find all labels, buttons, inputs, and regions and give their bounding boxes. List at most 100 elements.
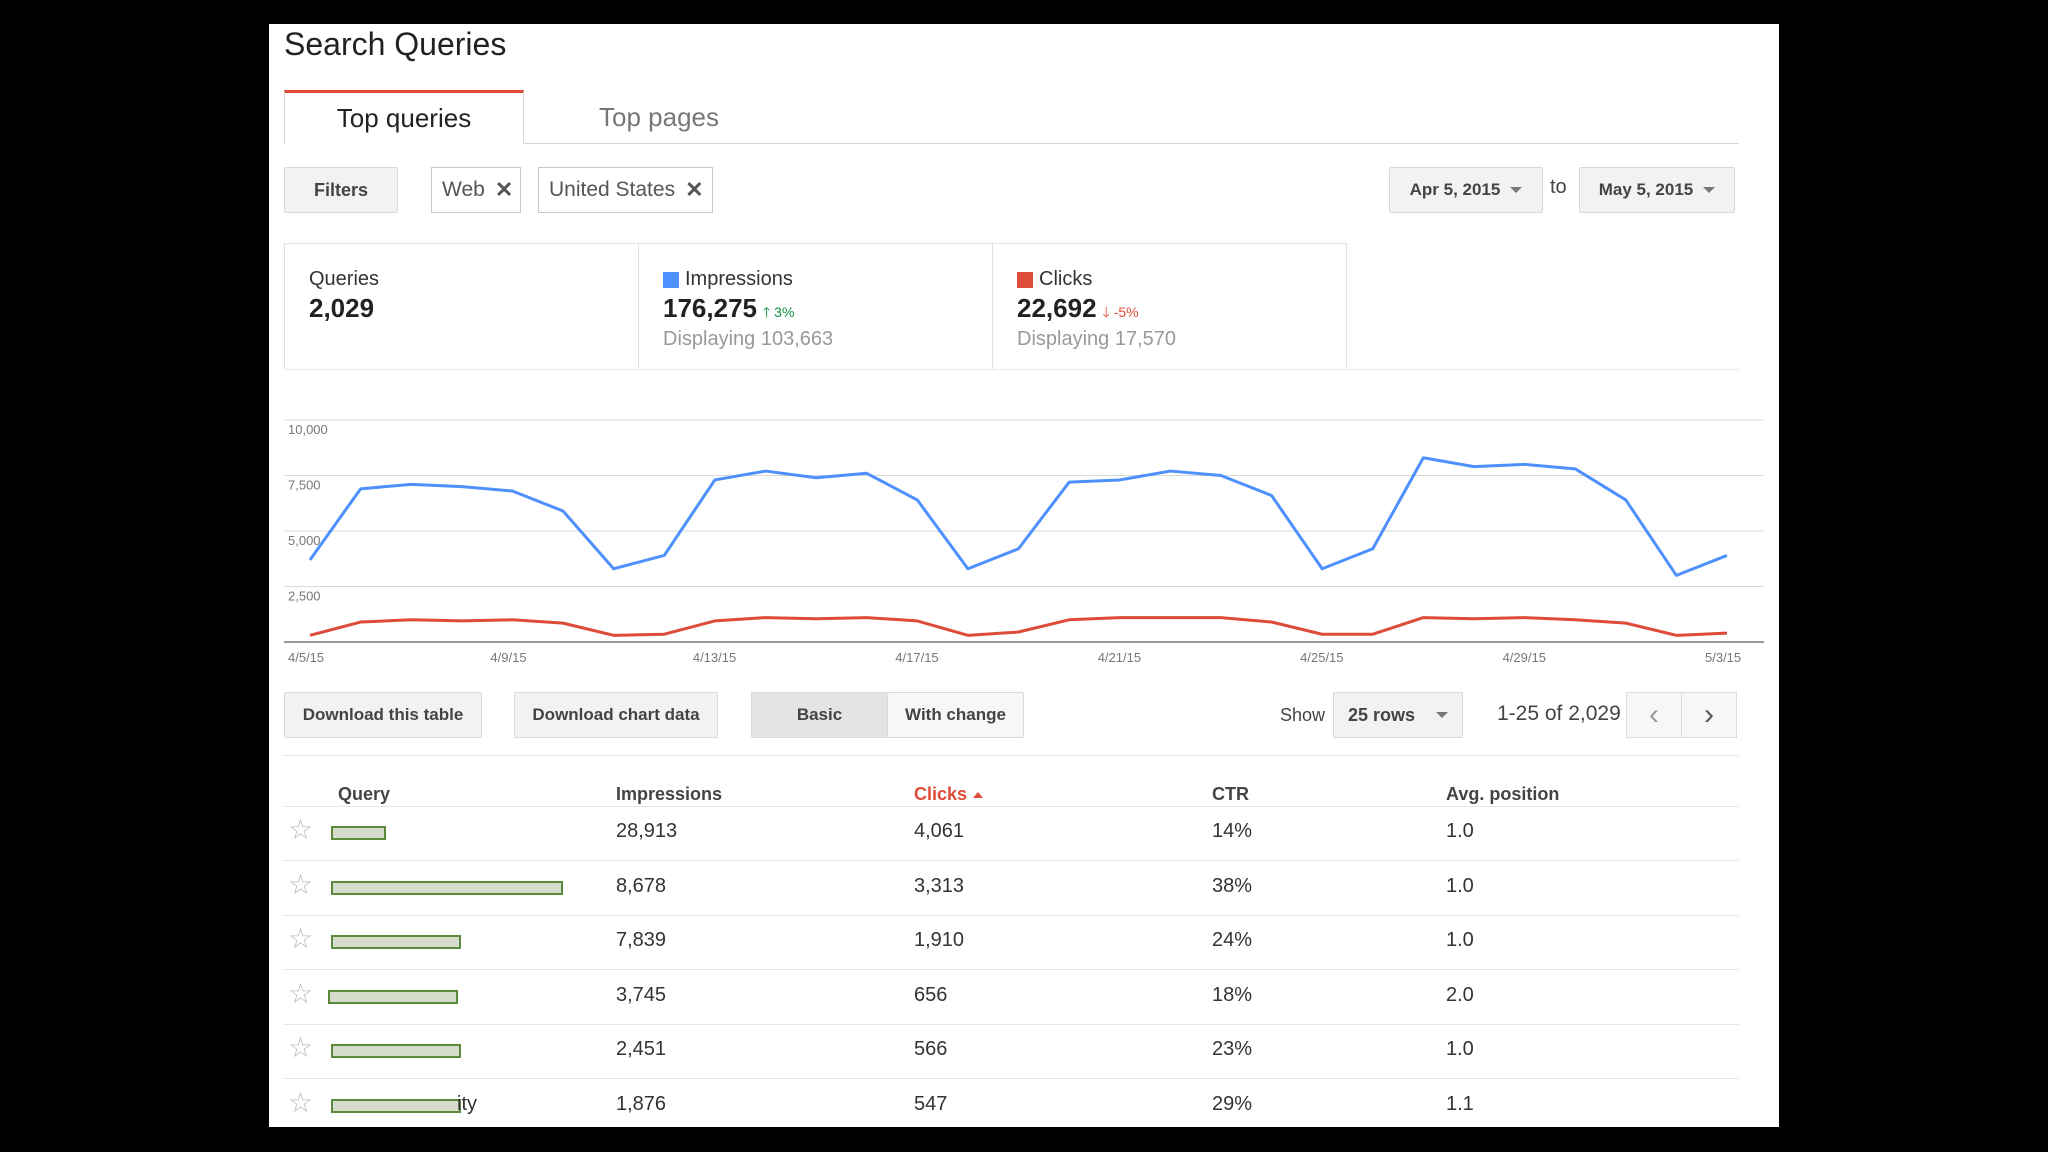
metrics-divider bbox=[284, 369, 1739, 370]
avg-position-cell: 1.0 bbox=[1446, 929, 1474, 951]
query-cell[interactable] bbox=[331, 929, 591, 955]
x-tick-label: 4/29/15 bbox=[1503, 650, 1546, 665]
y-tick-label: 5,000 bbox=[288, 533, 321, 548]
view-with-change-button[interactable]: With change bbox=[887, 692, 1024, 738]
star-icon[interactable]: ☆ bbox=[288, 1086, 314, 1118]
show-label: Show bbox=[1280, 705, 1326, 725]
end-date-dropdown[interactable]: May 5, 2015 bbox=[1579, 167, 1735, 213]
star-icon[interactable]: ☆ bbox=[288, 923, 314, 954]
star-icon[interactable]: ☆ bbox=[288, 977, 314, 1009]
filter-chip-label: Web bbox=[442, 178, 485, 201]
clicks-swatch bbox=[1017, 271, 1033, 288]
tab-top-pages[interactable]: Top pages bbox=[599, 101, 719, 132]
prev-page-button[interactable]: ‹ bbox=[1626, 692, 1682, 738]
x-tick-label: 4/17/15 bbox=[895, 650, 938, 665]
metric-sub: Displaying 103,663 bbox=[663, 328, 834, 350]
filters-button[interactable]: Filters bbox=[284, 167, 398, 213]
arrow-up-icon: 🡑 bbox=[762, 304, 771, 320]
metric-impressions[interactable]: Impressions 176,275 🡑 3% Displaying 103,… bbox=[638, 243, 993, 370]
query-cell[interactable] bbox=[331, 1038, 591, 1064]
series-line-clicks bbox=[309, 616, 1728, 637]
tab-top-queries[interactable]: Top queries bbox=[284, 90, 524, 144]
metric-value: 2,029 bbox=[309, 293, 375, 323]
query-cell[interactable] bbox=[331, 820, 591, 846]
col-header-ctr[interactable]: CTR bbox=[1212, 784, 1249, 804]
query-cell[interactable]: ity bbox=[331, 1093, 591, 1119]
ctr-cell: 14% bbox=[1212, 820, 1253, 842]
metric-queries: Queries 2,029 bbox=[284, 243, 639, 370]
arrow-down-icon: 🡓 bbox=[1102, 304, 1110, 320]
metric-value: 176,275 bbox=[663, 293, 757, 323]
rows-per-page-select[interactable]: 25 rows bbox=[1333, 692, 1463, 738]
col-header-impressions[interactable]: Impressions bbox=[616, 784, 723, 804]
date-separator: to bbox=[1550, 176, 1567, 198]
query-cell[interactable] bbox=[328, 984, 591, 1010]
y-tick-label: 7,500 bbox=[288, 478, 321, 493]
metric-sub: Displaying 17,570 bbox=[1017, 328, 1176, 350]
avg-position-cell: 1.0 bbox=[1446, 874, 1474, 897]
filter-chip-united-states[interactable]: United States ✕ bbox=[538, 167, 713, 213]
download-chart-button[interactable]: Download chart data bbox=[514, 692, 718, 738]
ctr-cell: 24% bbox=[1212, 929, 1253, 951]
col-header-avg-position[interactable]: Avg. position bbox=[1446, 784, 1560, 804]
x-tick-label: 4/13/15 bbox=[693, 650, 736, 665]
col-header-query[interactable]: Query bbox=[338, 784, 391, 804]
metric-clicks[interactable]: Clicks 22,692 🡓 -5% Displaying 17,570 bbox=[992, 243, 1347, 370]
performance-chart: 10,000 7,500 5,000 2,500 4/5/15 4/9/15 4/13/15… bbox=[284, 419, 1764, 665]
metric-label: Clicks bbox=[1039, 268, 1093, 290]
avg-position-cell: 1.0 bbox=[1446, 1038, 1474, 1060]
redaction-box bbox=[328, 989, 458, 1004]
download-table-button[interactable]: Download this table bbox=[284, 692, 482, 738]
query-text-fragment: ity bbox=[457, 1092, 477, 1115]
close-icon[interactable]: ✕ bbox=[685, 177, 704, 202]
redaction-box bbox=[331, 1044, 461, 1058]
search-queries-panel: Search Queries Top queries Top pages Fil… bbox=[269, 24, 1779, 1127]
query-cell[interactable] bbox=[331, 875, 591, 901]
metric-change: 🡓 -5% bbox=[1103, 302, 1139, 326]
start-date-dropdown[interactable]: Apr 5, 2015 bbox=[1389, 167, 1543, 213]
redaction-box bbox=[331, 826, 386, 840]
close-icon[interactable]: ✕ bbox=[494, 177, 514, 202]
clicks-cell: 656 bbox=[914, 983, 948, 1006]
row-divider bbox=[284, 969, 1739, 970]
x-tick-label: 5/3/15 bbox=[1705, 650, 1741, 665]
x-tick-label: 4/9/15 bbox=[490, 650, 526, 665]
tabs-divider bbox=[284, 143, 1739, 144]
impressions-cell: 8,678 bbox=[616, 874, 667, 897]
chevron-left-icon: ‹ bbox=[1649, 698, 1659, 731]
col-header-clicks-label: Clicks bbox=[914, 784, 968, 804]
clicks-cell: 3,313 bbox=[914, 874, 965, 897]
star-icon[interactable]: ☆ bbox=[288, 1032, 314, 1063]
redaction-box bbox=[331, 1098, 461, 1113]
star-icon[interactable]: ☆ bbox=[288, 868, 314, 900]
table-top-border bbox=[284, 755, 1739, 756]
ctr-cell: 38% bbox=[1212, 874, 1253, 897]
impressions-swatch bbox=[663, 271, 679, 288]
impressions-cell: 2,451 bbox=[616, 1038, 667, 1060]
chevron-right-icon: › bbox=[1704, 698, 1714, 731]
chevron-down-icon bbox=[1703, 187, 1716, 193]
metric-label: Queries bbox=[309, 268, 380, 290]
avg-position-cell: 1.1 bbox=[1446, 1092, 1474, 1115]
clicks-cell: 566 bbox=[914, 1038, 948, 1060]
avg-position-cell: 1.0 bbox=[1446, 820, 1474, 842]
series-line-impressions bbox=[308, 456, 1728, 577]
col-header-clicks[interactable]: Clicks bbox=[914, 784, 984, 805]
view-basic-button[interactable]: Basic bbox=[751, 692, 888, 738]
impressions-cell: 3,745 bbox=[616, 983, 667, 1006]
ctr-cell: 29% bbox=[1212, 1092, 1253, 1115]
metric-value: 22,692 bbox=[1017, 293, 1097, 323]
filter-chip-web[interactable]: Web ✕ bbox=[431, 167, 521, 213]
x-tick-label: 4/25/15 bbox=[1300, 650, 1343, 665]
end-date-value: May 5, 2015 bbox=[1598, 180, 1694, 199]
star-icon[interactable]: ☆ bbox=[288, 814, 314, 845]
next-page-button[interactable]: › bbox=[1681, 692, 1737, 738]
filter-chip-label: United States bbox=[549, 178, 676, 201]
start-date-value: Apr 5, 2015 bbox=[1409, 180, 1501, 199]
sort-ascending-icon bbox=[973, 791, 984, 798]
chevron-down-icon bbox=[1510, 187, 1523, 193]
page-title: Search Queries bbox=[284, 26, 507, 62]
row-divider bbox=[284, 860, 1739, 861]
redaction-box bbox=[331, 935, 461, 949]
table-header-border bbox=[284, 806, 1739, 807]
